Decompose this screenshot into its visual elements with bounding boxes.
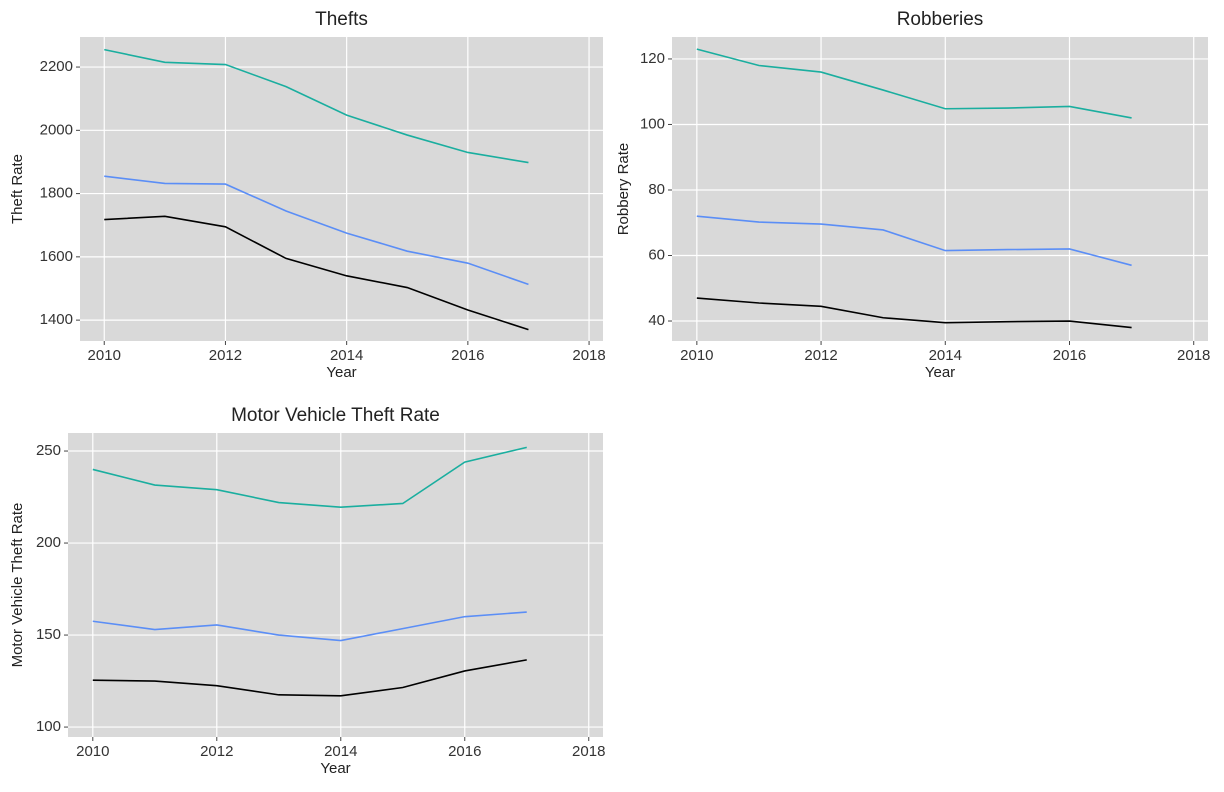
- series-line: [696, 215, 1132, 267]
- y-tick-label: 100: [640, 115, 665, 132]
- series-line: [696, 297, 1132, 329]
- x-tick-label: 2018: [572, 743, 605, 760]
- series-line: [104, 175, 529, 286]
- x-tick-label: 2010: [680, 347, 713, 364]
- y-axis-label: Robbery Rate: [615, 143, 632, 236]
- y-tick-label: 80: [648, 181, 665, 198]
- x-tick-label: 2012: [804, 347, 837, 364]
- series-line: [92, 659, 527, 697]
- y-tick-label: 1400: [40, 311, 73, 328]
- y-tick-label: 2200: [40, 58, 73, 75]
- x-tick-label: 2014: [324, 743, 357, 760]
- x-tick-label: 2014: [330, 347, 363, 364]
- plot-background: [672, 37, 1208, 341]
- series-line: [696, 48, 1132, 119]
- y-tick-label: 100: [36, 718, 61, 735]
- plot-background: [68, 433, 603, 737]
- series-line: [104, 215, 529, 331]
- x-tick-label: 2014: [929, 347, 962, 364]
- x-tick-label: 2016: [448, 743, 481, 760]
- x-tick-label: 2018: [572, 347, 605, 364]
- series-line: [92, 446, 527, 508]
- x-tick-label: 2012: [200, 743, 233, 760]
- x-axis-label: Year: [326, 364, 356, 381]
- series-line: [104, 48, 529, 164]
- y-tick-label: 1600: [40, 248, 73, 265]
- y-tick-label: 250: [36, 442, 61, 459]
- chart-title: Robberies: [897, 9, 984, 30]
- y-tick-label: 120: [640, 50, 665, 67]
- x-axis-label: Year: [925, 364, 955, 381]
- x-tick-label: 2012: [209, 347, 242, 364]
- y-tick-label: 60: [648, 246, 665, 263]
- y-tick-label: 40: [648, 312, 665, 329]
- x-tick-label: 2010: [88, 347, 121, 364]
- x-axis-label: Year: [320, 760, 350, 777]
- y-axis-label: Motor Vehicle Theft Rate: [9, 503, 26, 668]
- series-line: [92, 611, 527, 642]
- y-tick-label: 150: [36, 626, 61, 643]
- chart-title: Motor Vehicle Theft Rate: [231, 405, 440, 426]
- x-tick-label: 2016: [451, 347, 484, 364]
- y-tick-label: 200: [36, 534, 61, 551]
- x-tick-label: 2010: [76, 743, 109, 760]
- x-tick-label: 2018: [1177, 347, 1210, 364]
- plot-background: [80, 37, 603, 341]
- chart-title: Thefts: [315, 9, 368, 30]
- y-axis-label: Theft Rate: [9, 154, 26, 224]
- x-tick-label: 2016: [1053, 347, 1086, 364]
- y-tick-label: 1800: [40, 185, 73, 202]
- y-tick-label: 2000: [40, 121, 73, 138]
